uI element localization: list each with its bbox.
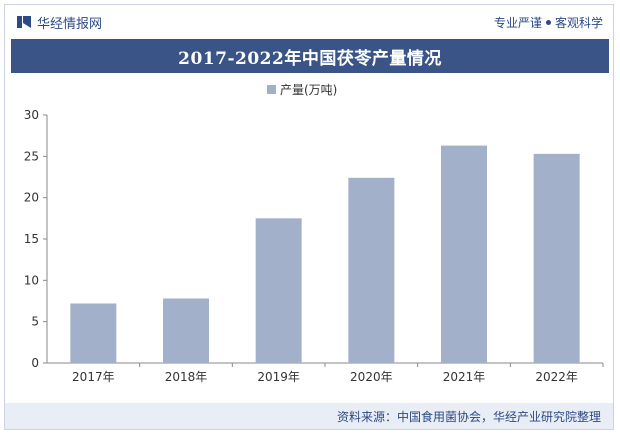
y-tick-label: 5 <box>31 315 39 329</box>
bar-chart: 产量(万吨) 0 5 10 15 20 25 30 2017年 2018年 2019年 2020年 20… <box>24 83 604 384</box>
bar <box>533 153 580 363</box>
bar <box>348 177 395 363</box>
x-tick-label: 2021年 <box>443 370 486 384</box>
source-note: 资料来源：中国食用菌协会，华经产业研究院整理 <box>336 409 601 424</box>
tagline-left: 专业严谨 <box>493 15 542 30</box>
brand-logo-icon <box>17 16 31 28</box>
x-tick-label: 2020年 <box>350 370 393 384</box>
chart-title: 2017-2022年中国茯苓产量情况 <box>178 48 442 69</box>
x-tick-label: 2017年 <box>72 370 115 384</box>
legend-swatch <box>267 85 276 94</box>
x-tick-label: 2019年 <box>257 370 300 384</box>
x-tick-label: 2022年 <box>535 370 578 384</box>
y-tick-label: 15 <box>24 232 39 246</box>
y-tick-label: 0 <box>31 356 39 370</box>
tagline: 专业严谨 客观科学 <box>494 14 603 31</box>
y-tick-label: 20 <box>24 191 39 205</box>
x-tick-label: 2018年 <box>165 370 208 384</box>
bar <box>255 218 302 363</box>
y-tick-label: 10 <box>24 273 39 287</box>
y-tick-label: 25 <box>24 149 39 163</box>
source-bar: 资料来源：中国食用菌协会，华经产业研究院整理 <box>5 403 613 429</box>
bar <box>70 303 117 363</box>
separator-dot-icon <box>545 19 551 25</box>
title-bar: 2017-2022年中国茯苓产量情况 <box>11 39 609 73</box>
bar <box>163 298 209 363</box>
tagline-right: 客观科学 <box>554 15 603 30</box>
header-bar: 华经情报网 专业严谨 客观科学 <box>5 5 613 39</box>
brand-name: 华经情报网 <box>37 16 103 32</box>
bar <box>441 145 487 363</box>
chart-card: 华经情报网 专业严谨 客观科学 2017-2022年中国茯苓产量情况 产量(万吨… <box>4 4 614 430</box>
y-tick-label: 30 <box>24 108 39 122</box>
legend-label: 产量(万吨) <box>280 83 337 97</box>
brand: 华经情报网 <box>17 13 102 32</box>
